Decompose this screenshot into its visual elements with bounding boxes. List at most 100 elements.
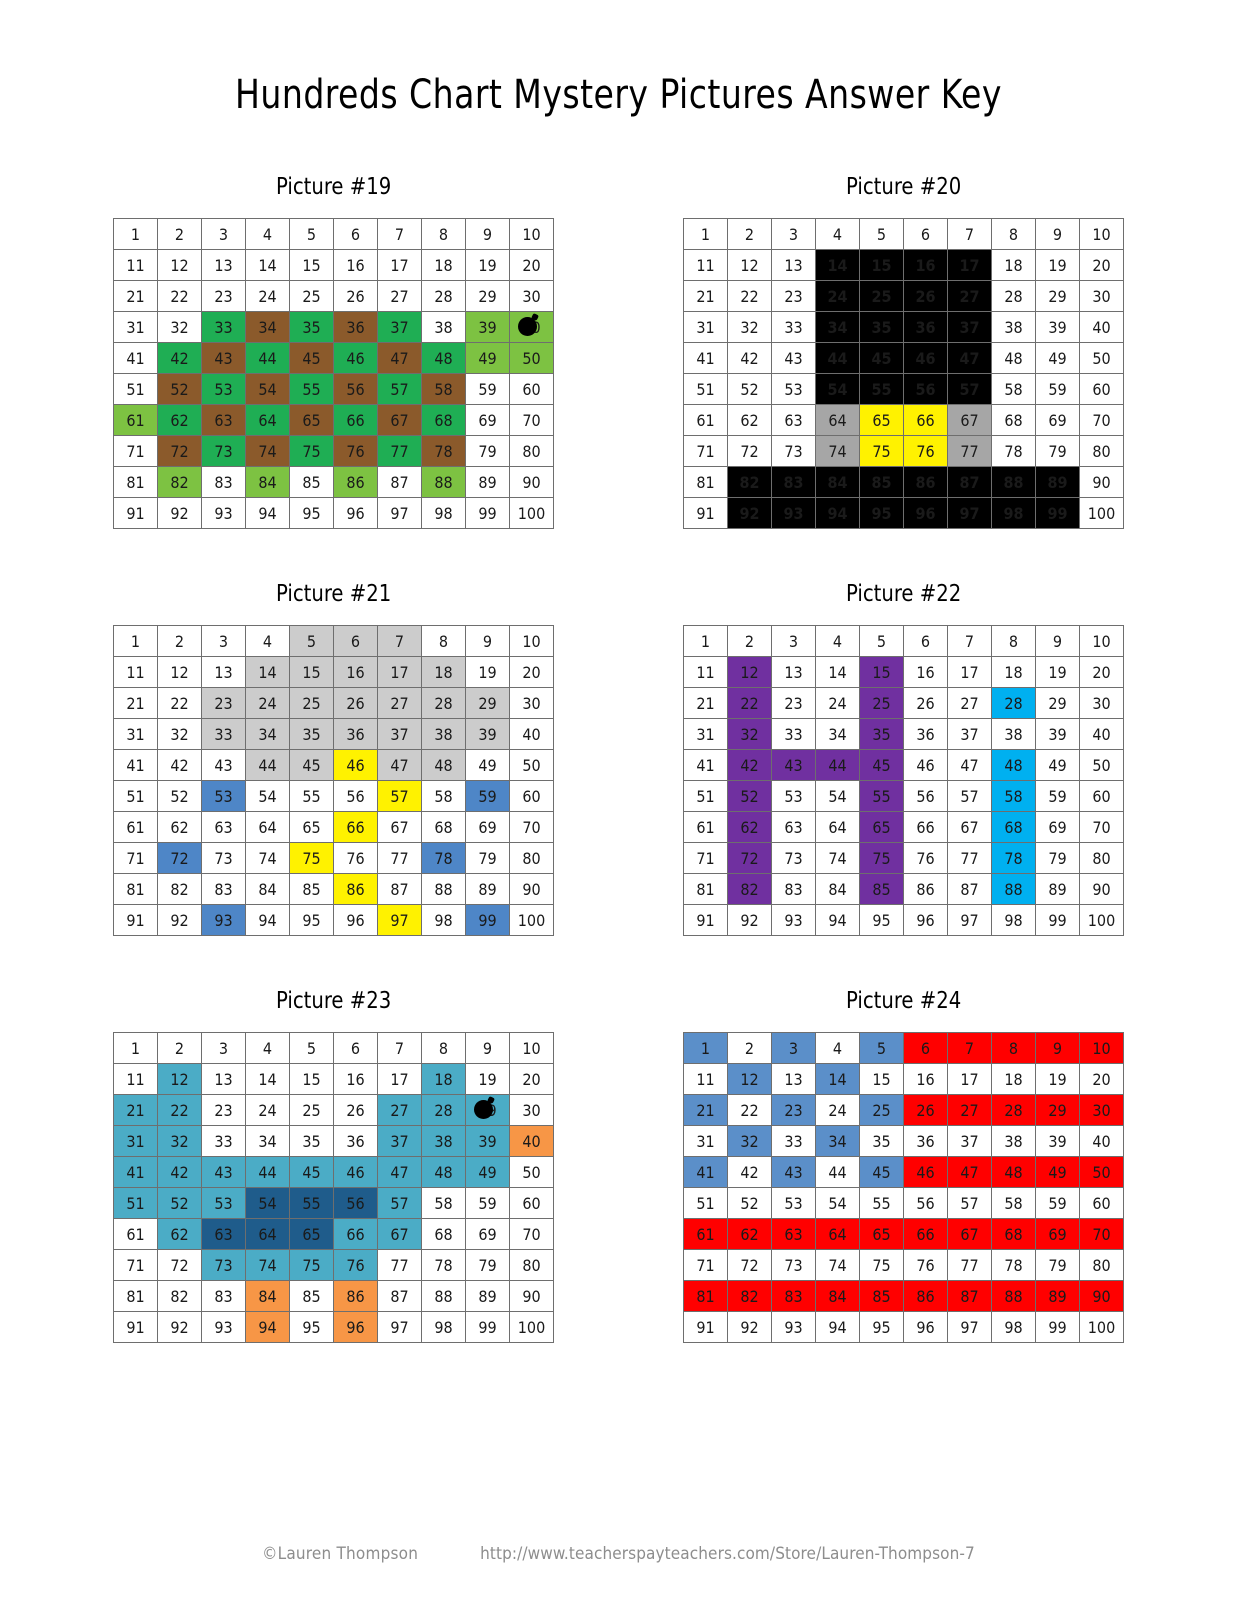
grid-cell-92[interactable]: 92: [727, 1311, 772, 1343]
grid-cell-45[interactable]: 45: [859, 749, 904, 781]
hundreds-chart-23[interactable]: 1 2 3 4 5 6 7 8 9 10 11 12 13 14 15 16 17 18 19 20 21 22 23 24 2…: [113, 1032, 554, 1343]
grid-cell-55[interactable]: 55: [289, 1187, 334, 1219]
grid-cell-50[interactable]: 50: [509, 749, 554, 781]
grid-cell-32[interactable]: 32: [727, 718, 772, 750]
grid-cell-35[interactable]: 35: [289, 1125, 334, 1157]
grid-cell-62[interactable]: 62: [157, 1218, 202, 1250]
grid-cell-61[interactable]: 61: [113, 811, 158, 843]
grid-cell-51[interactable]: 51: [683, 1187, 728, 1219]
grid-cell-36[interactable]: 36: [903, 311, 948, 343]
grid-cell-24[interactable]: 24: [815, 1094, 860, 1126]
grid-cell-3[interactable]: 3: [201, 218, 246, 250]
grid-cell-2[interactable]: 2: [727, 625, 772, 657]
grid-cell-64[interactable]: 64: [815, 1218, 860, 1250]
grid-cell-93[interactable]: 93: [201, 1311, 246, 1343]
grid-cell-22[interactable]: 22: [727, 687, 772, 719]
grid-cell-43[interactable]: 43: [771, 749, 816, 781]
grid-cell-66[interactable]: 66: [333, 1218, 378, 1250]
grid-cell-54[interactable]: 54: [815, 1187, 860, 1219]
grid-cell-67[interactable]: 67: [377, 811, 422, 843]
grid-cell-83[interactable]: 83: [771, 466, 816, 498]
grid-cell-6[interactable]: 6: [333, 218, 378, 250]
grid-cell-25[interactable]: 25: [289, 280, 334, 312]
grid-cell-21[interactable]: 21: [113, 280, 158, 312]
grid-cell-11[interactable]: 11: [113, 249, 158, 281]
grid-cell-40[interactable]: 40: [1079, 718, 1124, 750]
grid-cell-77[interactable]: 77: [377, 435, 422, 467]
grid-cell-52[interactable]: 52: [727, 780, 772, 812]
grid-cell-16[interactable]: 16: [903, 249, 948, 281]
grid-cell-100[interactable]: 100: [1079, 1311, 1124, 1343]
grid-cell-37[interactable]: 37: [377, 718, 422, 750]
grid-cell-25[interactable]: 25: [859, 280, 904, 312]
grid-cell-59[interactable]: 59: [1035, 373, 1080, 405]
grid-cell-52[interactable]: 52: [157, 1187, 202, 1219]
grid-cell-88[interactable]: 88: [991, 873, 1036, 905]
grid-cell-85[interactable]: 85: [289, 873, 334, 905]
grid-cell-67[interactable]: 67: [377, 404, 422, 436]
grid-cell-96[interactable]: 96: [903, 497, 948, 529]
grid-cell-81[interactable]: 81: [113, 466, 158, 498]
grid-cell-58[interactable]: 58: [991, 373, 1036, 405]
grid-cell-54[interactable]: 54: [245, 373, 290, 405]
grid-cell-76[interactable]: 76: [903, 842, 948, 874]
grid-cell-84[interactable]: 84: [815, 1280, 860, 1312]
grid-cell-46[interactable]: 46: [903, 342, 948, 374]
grid-cell-7[interactable]: 7: [377, 625, 422, 657]
grid-cell-86[interactable]: 86: [333, 873, 378, 905]
grid-cell-67[interactable]: 67: [377, 1218, 422, 1250]
grid-cell-2[interactable]: 2: [727, 218, 772, 250]
grid-cell-84[interactable]: 84: [245, 466, 290, 498]
grid-cell-31[interactable]: 31: [113, 718, 158, 750]
grid-cell-74[interactable]: 74: [815, 435, 860, 467]
grid-cell-68[interactable]: 68: [991, 1218, 1036, 1250]
grid-cell-47[interactable]: 47: [377, 1156, 422, 1188]
grid-cell-69[interactable]: 69: [1035, 1218, 1080, 1250]
grid-cell-37[interactable]: 37: [947, 718, 992, 750]
grid-cell-13[interactable]: 13: [201, 656, 246, 688]
grid-cell-1[interactable]: 1: [683, 625, 728, 657]
grid-cell-41[interactable]: 41: [113, 1156, 158, 1188]
grid-cell-72[interactable]: 72: [157, 842, 202, 874]
grid-cell-32[interactable]: 32: [727, 1125, 772, 1157]
grid-cell-6[interactable]: 6: [903, 1032, 948, 1064]
grid-cell-53[interactable]: 53: [201, 780, 246, 812]
grid-cell-71[interactable]: 71: [683, 435, 728, 467]
grid-cell-88[interactable]: 88: [421, 1280, 466, 1312]
grid-cell-30[interactable]: 30: [1079, 280, 1124, 312]
grid-cell-83[interactable]: 83: [201, 873, 246, 905]
grid-cell-51[interactable]: 51: [113, 780, 158, 812]
grid-cell-62[interactable]: 62: [157, 404, 202, 436]
grid-cell-36[interactable]: 36: [903, 718, 948, 750]
grid-cell-70[interactable]: 70: [509, 1218, 554, 1250]
grid-cell-70[interactable]: 70: [509, 404, 554, 436]
grid-cell-83[interactable]: 83: [201, 1280, 246, 1312]
grid-cell-96[interactable]: 96: [903, 904, 948, 936]
grid-cell-24[interactable]: 24: [245, 687, 290, 719]
grid-cell-25[interactable]: 25: [289, 687, 334, 719]
grid-cell-1[interactable]: 1: [683, 218, 728, 250]
grid-cell-26[interactable]: 26: [903, 687, 948, 719]
grid-cell-4[interactable]: 4: [815, 1032, 860, 1064]
grid-cell-49[interactable]: 49: [1035, 749, 1080, 781]
grid-cell-96[interactable]: 96: [333, 904, 378, 936]
grid-cell-35[interactable]: 35: [859, 311, 904, 343]
grid-cell-1[interactable]: 1: [113, 625, 158, 657]
grid-cell-86[interactable]: 86: [333, 1280, 378, 1312]
grid-cell-47[interactable]: 47: [377, 342, 422, 374]
grid-cell-53[interactable]: 53: [771, 373, 816, 405]
grid-cell-57[interactable]: 57: [377, 780, 422, 812]
grid-cell-14[interactable]: 14: [815, 656, 860, 688]
grid-cell-7[interactable]: 7: [377, 1032, 422, 1064]
grid-cell-53[interactable]: 53: [771, 1187, 816, 1219]
grid-cell-50[interactable]: 50: [1079, 342, 1124, 374]
grid-cell-77[interactable]: 77: [947, 842, 992, 874]
grid-cell-44[interactable]: 44: [815, 749, 860, 781]
grid-cell-57[interactable]: 57: [947, 1187, 992, 1219]
grid-cell-55[interactable]: 55: [289, 373, 334, 405]
grid-cell-42[interactable]: 42: [157, 1156, 202, 1188]
grid-cell-96[interactable]: 96: [903, 1311, 948, 1343]
grid-cell-41[interactable]: 41: [113, 342, 158, 374]
grid-cell-4[interactable]: 4: [245, 1032, 290, 1064]
grid-cell-33[interactable]: 33: [771, 718, 816, 750]
